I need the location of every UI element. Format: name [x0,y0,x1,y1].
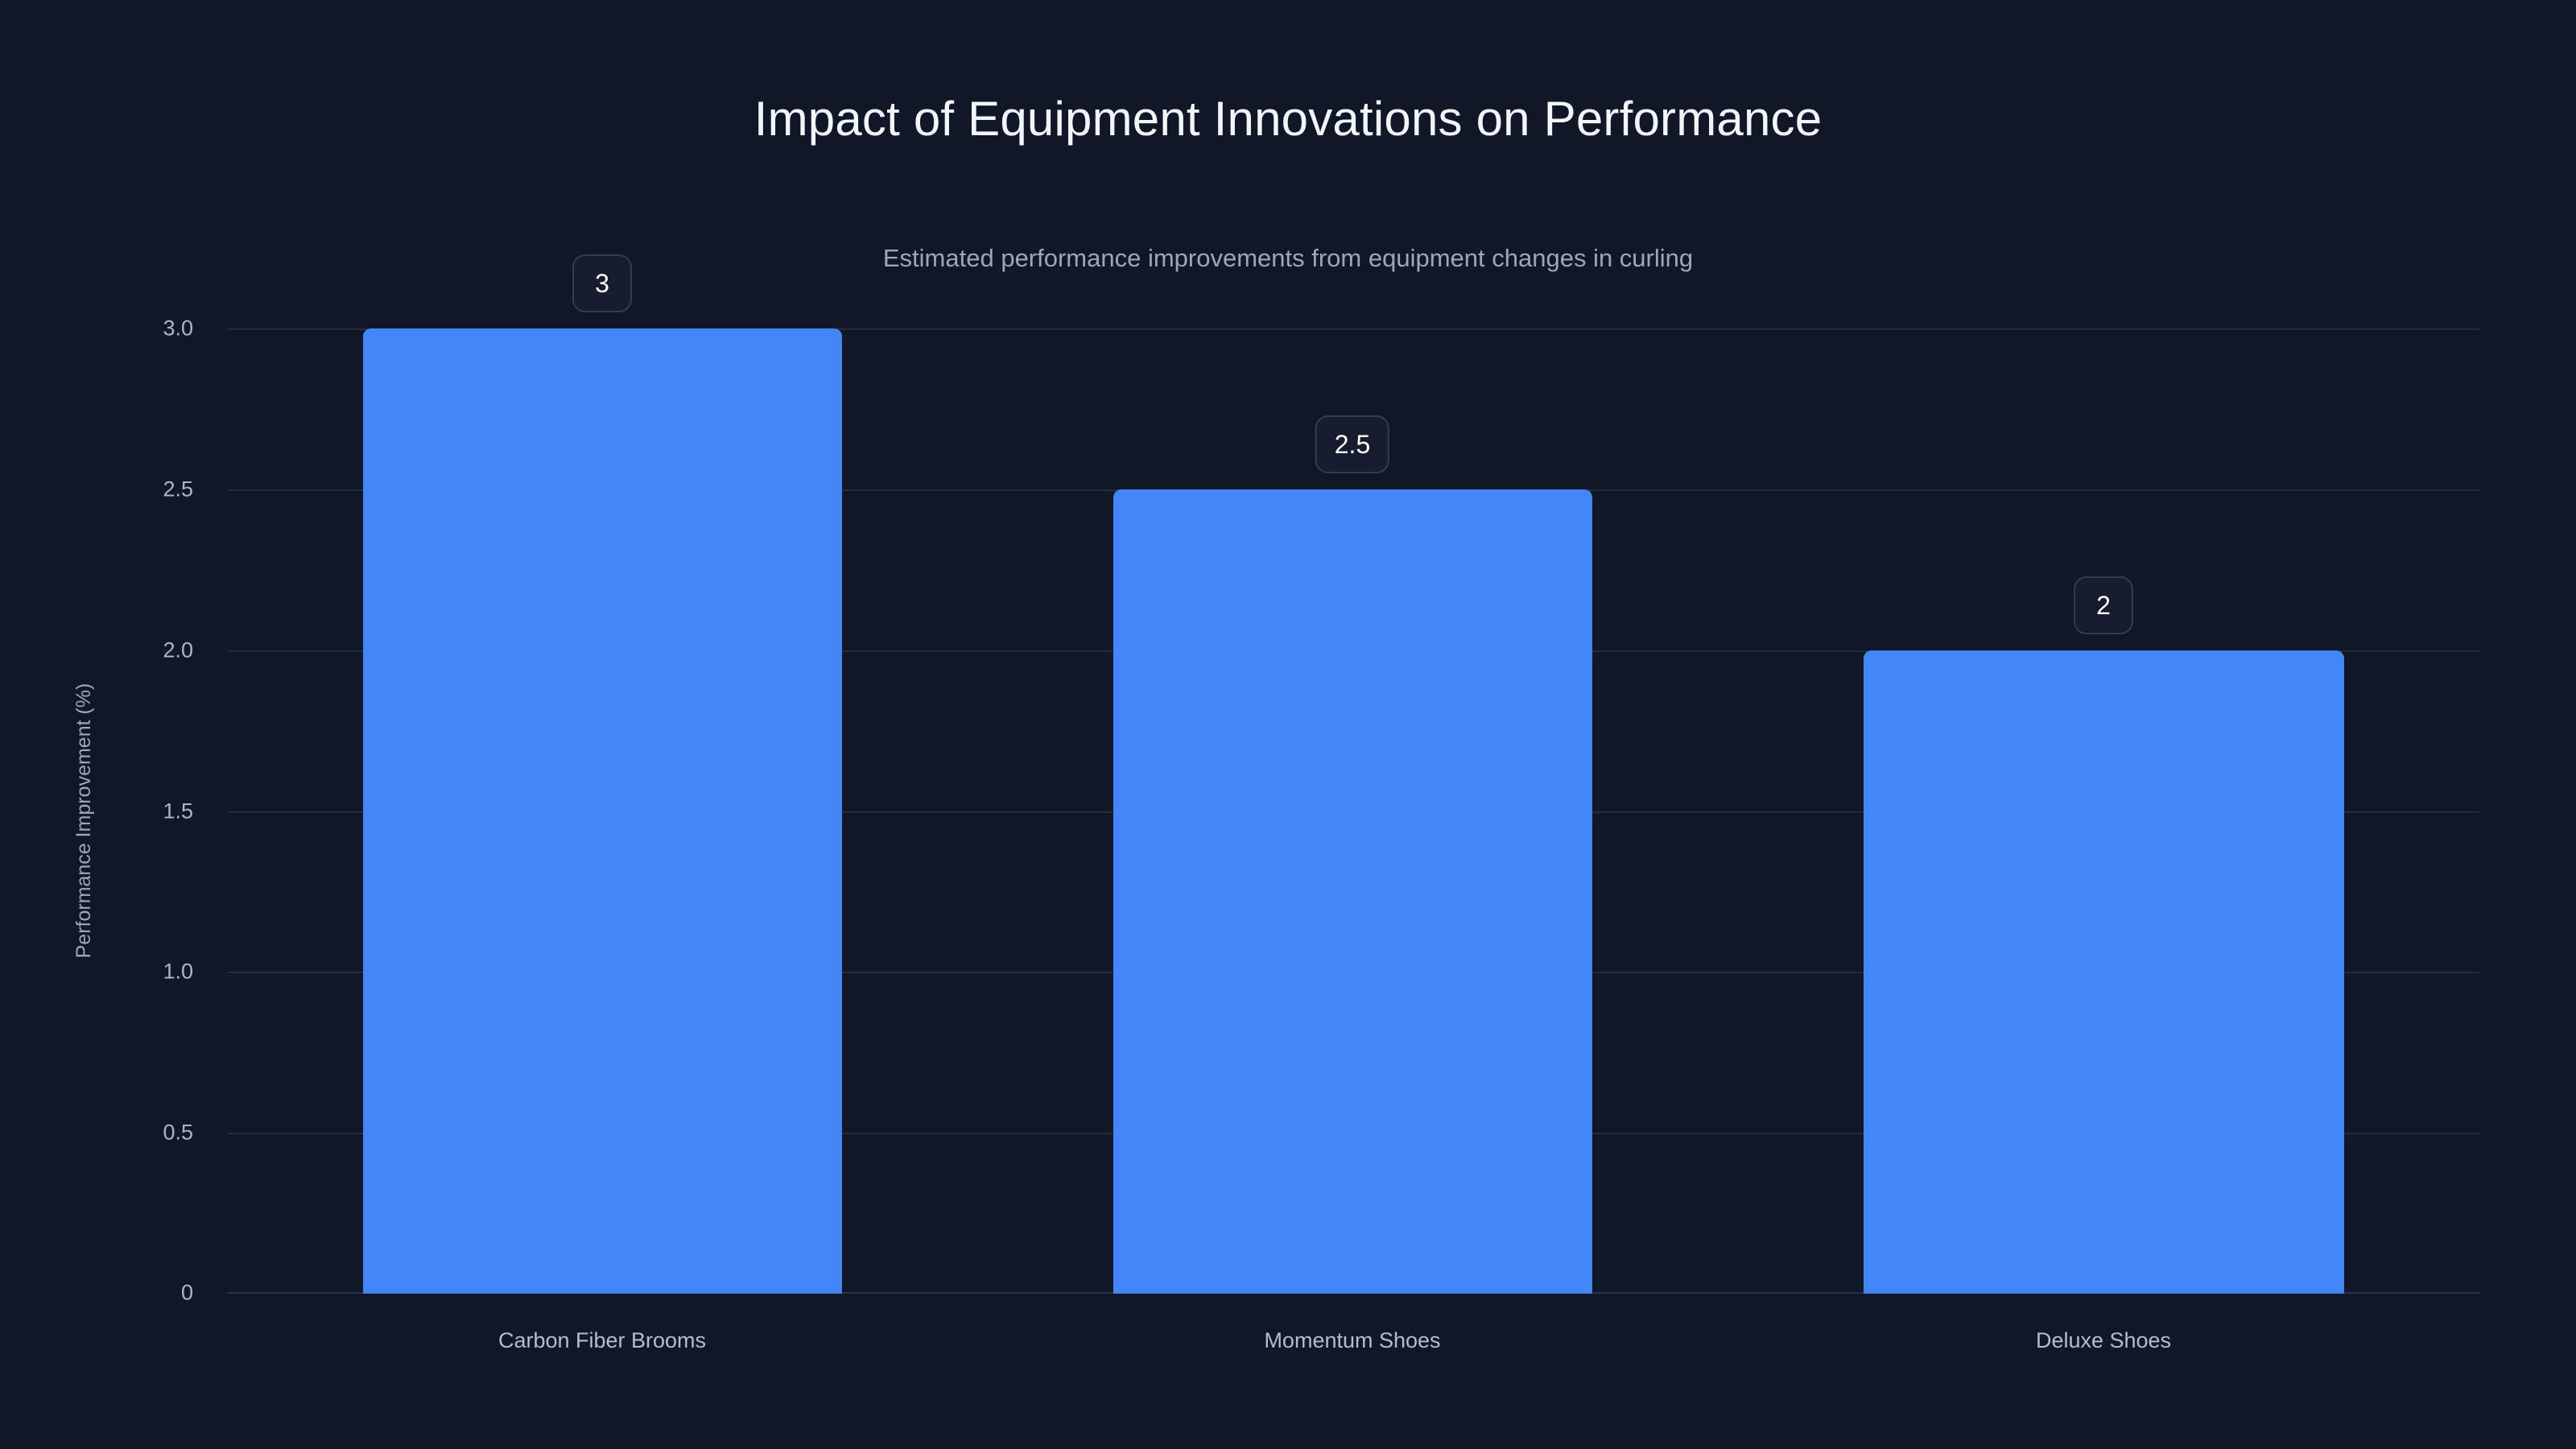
y-axis-title: Performance Improvement (%) [72,683,95,959]
y-tick-1.5: 1.5 [163,799,193,824]
bar-carbon-fiber-brooms[interactable] [363,328,842,1294]
chart-title: Impact of Equipment Innovations on Perfo… [753,92,1823,146]
value-badge-momentum-shoes: 2.5 [1315,415,1390,473]
y-tick-0.5: 0.5 [163,1120,193,1145]
y-tick-1.0: 1.0 [163,959,193,984]
bar-deluxe-shoes[interactable] [1864,650,2344,1294]
x-label-momentum-shoes: Momentum Shoes [1264,1328,1441,1352]
y-tick-3.0: 3.0 [163,316,193,341]
bar-momentum-shoes[interactable] [1113,489,1592,1294]
gridline-3.0 [228,328,2479,330]
plot-area [228,328,2479,1294]
value-badge-deluxe-shoes: 2 [2074,576,2133,634]
chart-subtitle: Estimated performance improvements from … [882,244,1694,272]
x-label-carbon-fiber-brooms: Carbon Fiber Brooms [497,1328,707,1352]
x-label-deluxe-shoes: Deluxe Shoes [2035,1328,2172,1352]
y-tick-2.0: 2.0 [163,638,193,663]
y-tick-0: 0 [180,1280,193,1305]
y-tick-2.5: 2.5 [163,477,193,502]
value-badge-carbon-fiber-brooms: 3 [572,254,632,312]
